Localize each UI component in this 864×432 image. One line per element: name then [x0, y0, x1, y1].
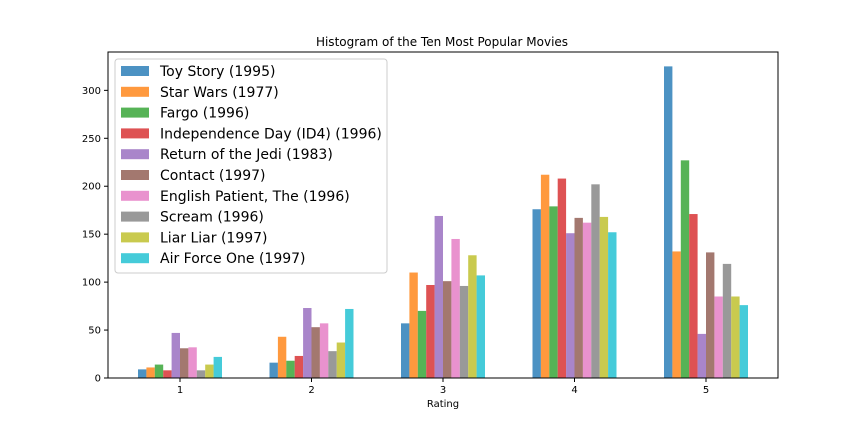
legend-swatch: [121, 253, 149, 264]
legend-swatch: [121, 170, 149, 180]
y-tick-label: 150: [82, 230, 101, 241]
x-tick-label: 2: [308, 385, 314, 396]
bar-series-7-cat-2: [459, 285, 469, 378]
y-axis: 0 50 100 150 200 250 300: [82, 86, 108, 385]
bars-group: [138, 66, 748, 378]
bar-series-0-cat-0: [138, 369, 147, 378]
legend-label: Star Wars (1977): [160, 85, 279, 101]
x-axis-title: Rating: [427, 399, 459, 410]
bar-series-2-cat-1: [286, 360, 295, 378]
bar-series-3-cat-4: [689, 214, 698, 378]
bar-series-8-cat-4: [731, 296, 740, 378]
bar-series-7-cat-4: [722, 263, 732, 378]
bar-series-1-cat-4: [672, 251, 681, 378]
bar-series-0-cat-2: [401, 323, 410, 378]
bar-series-7-cat-1: [328, 351, 337, 378]
y-tick-label: 100: [82, 278, 101, 289]
legend-label: Air Force One (1997): [160, 251, 306, 267]
bar-series-5-cat-4: [706, 252, 715, 378]
bar-series-8-cat-0: [205, 364, 214, 378]
bar-series-9-cat-0: [213, 356, 222, 378]
bar-series-5-cat-0: [180, 348, 189, 378]
x-tick-label: 4: [571, 385, 577, 396]
y-tick-label: 50: [88, 326, 101, 337]
bar-series-9-cat-2: [476, 275, 485, 378]
legend: Toy Story (1995) Star Wars (1977) Fargo (1…: [114, 58, 388, 274]
bar-series-2-cat-0: [154, 364, 164, 378]
x-axis: 1 2 3 4 5: [177, 378, 709, 396]
bar-series-0-cat-1: [269, 362, 278, 378]
legend-label: Fargo (1996): [160, 106, 249, 122]
x-tick-label: 1: [177, 385, 183, 396]
bar-series-0-cat-4: [664, 66, 673, 378]
bar-series-6-cat-0: [188, 347, 197, 378]
bar-series-3-cat-3: [557, 178, 567, 378]
legend-swatch: [121, 86, 149, 97]
bar-series-1-cat-3: [540, 174, 550, 378]
bar-series-3-cat-1: [294, 355, 304, 378]
bar-series-2-cat-4: [680, 160, 690, 378]
legend-swatch: [121, 190, 149, 201]
legend-swatch: [121, 211, 149, 222]
x-tick-label: 3: [440, 385, 446, 396]
bar-series-9-cat-4: [739, 305, 748, 378]
y-tick-label: 250: [82, 134, 101, 145]
bar-series-5-cat-3: [574, 217, 583, 378]
legend-swatch: [121, 66, 149, 76]
bar-series-2-cat-2: [417, 310, 427, 378]
legend-label: Contact (1997): [160, 168, 265, 184]
bar-series-7-cat-0: [196, 370, 206, 378]
legend-swatch: [121, 232, 149, 243]
bar-series-2-cat-3: [549, 206, 558, 378]
legend-label: Scream (1996): [160, 210, 264, 226]
legend-label: Liar Liar (1997): [160, 230, 268, 246]
legend-box: [114, 58, 388, 274]
bar-series-5-cat-2: [443, 281, 452, 378]
legend-swatch: [121, 107, 149, 118]
chart-title: Histogram of the Ten Most Popular Movies: [316, 35, 568, 49]
legend-label: Independence Day (ID4) (1996): [160, 126, 382, 142]
bar-series-4-cat-2: [434, 215, 443, 378]
bar-series-0-cat-3: [532, 209, 541, 378]
x-tick-label: 5: [703, 385, 709, 396]
bar-series-6-cat-4: [714, 296, 723, 378]
bar-series-7-cat-3: [591, 184, 600, 378]
legend-label: Toy Story (1995): [159, 64, 275, 80]
bar-series-6-cat-2: [451, 238, 460, 378]
bar-series-9-cat-3: [608, 232, 617, 378]
bar-series-3-cat-0: [163, 370, 172, 378]
bar-series-5-cat-1: [311, 327, 320, 378]
legend-label: Return of the Jedi (1983): [160, 147, 333, 163]
bar-series-1-cat-2: [409, 272, 418, 378]
bar-series-6-cat-1: [319, 323, 329, 378]
bar-series-4-cat-3: [566, 233, 575, 378]
legend-label: English Patient, The (1996): [160, 189, 350, 205]
legend-swatch: [121, 128, 149, 139]
bar-series-8-cat-2: [468, 255, 477, 378]
bar-series-4-cat-1: [303, 308, 312, 378]
bar-series-4-cat-0: [171, 332, 180, 378]
y-tick-label: 300: [82, 86, 101, 97]
bar-series-3-cat-2: [426, 284, 435, 378]
bar-series-6-cat-3: [582, 222, 592, 378]
y-tick-label: 0: [95, 374, 101, 385]
bar-series-1-cat-1: [277, 336, 287, 378]
bar-series-8-cat-3: [599, 216, 609, 378]
bar-series-4-cat-4: [697, 333, 706, 378]
legend-swatch: [121, 149, 149, 160]
bar-series-8-cat-1: [336, 342, 346, 378]
bar-series-9-cat-1: [345, 308, 354, 378]
y-tick-label: 200: [82, 182, 101, 193]
bar-series-1-cat-0: [146, 367, 155, 378]
